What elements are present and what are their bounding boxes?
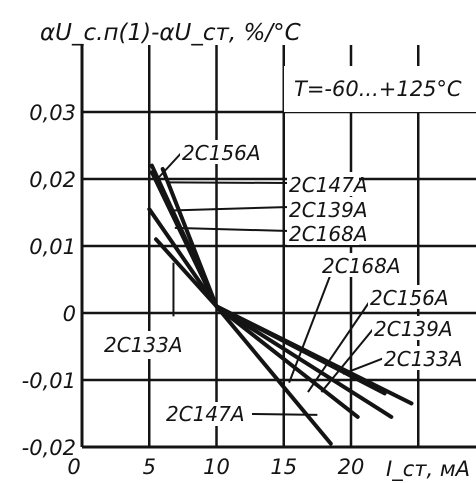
- condition-box: [284, 66, 476, 112]
- x-tick-label-0: 0: [67, 455, 80, 479]
- leader-line-0: [156, 149, 185, 180]
- annotation-2c139a-bottom: 2С139А: [374, 317, 453, 341]
- leader-line-3: [174, 226, 290, 232]
- leader-line-1: [168, 181, 290, 184]
- annotation-2c156a-bottom: 2С156А: [370, 286, 449, 310]
- annotation-2c147a-top: 2С147А: [289, 173, 368, 197]
- annotation-2c133a-left: 2С133А: [104, 333, 183, 357]
- leader-line-7: [342, 357, 385, 375]
- annotation-2c139a-top: 2С139А: [289, 198, 368, 222]
- leader-line-2: [170, 206, 290, 212]
- annotations: 2С156А 2С147А 2С139А 2С168А 2С168А 2С156…: [100, 140, 463, 426]
- series-line-4: [154, 237, 387, 396]
- y-tick-label-2: 0,01: [29, 235, 76, 259]
- series-line-0: [149, 163, 414, 406]
- leader-line-5: [307, 297, 373, 393]
- leader-line-8: [251, 413, 318, 416]
- annotation-2c147a-bottom: 2С147А: [166, 402, 245, 426]
- leader-line-4: [288, 275, 331, 384]
- x-tick-label-1: 5: [143, 455, 156, 479]
- annotation-2c168a-bottom: 2С168А: [322, 254, 401, 278]
- x-axis-title: I_ст, мA: [386, 457, 470, 482]
- x-tick-label-4: 20: [338, 455, 365, 479]
- annotation-2c168a-top: 2С168А: [289, 222, 368, 246]
- y-tick-label-5: -0,02: [22, 436, 76, 460]
- x-tick-label-2: 10: [203, 455, 230, 479]
- y-tick-label-1: 0,02: [29, 168, 76, 192]
- label-leaders: [156, 149, 385, 416]
- tick-labels: 0,030,020,010-0,01-0,020 5 10 15 20: [22, 101, 365, 479]
- annotation-2c133a-right: 2С133А: [384, 347, 463, 371]
- y-tick-label-3: 0: [63, 302, 76, 326]
- y-tick-label-0: 0,03: [29, 101, 76, 125]
- annotation-2c156a-top: 2С156А: [182, 141, 261, 165]
- y-tick-label-4: -0,01: [22, 369, 76, 393]
- leader-line-6: [320, 327, 375, 393]
- condition-label: T=-60...+125°C: [294, 77, 462, 101]
- y-axis-title: αU_c.п(1)-αU_ст, %/°C: [40, 20, 301, 46]
- series-lines: [147, 163, 414, 446]
- x-tick-label-3: 15: [270, 455, 297, 479]
